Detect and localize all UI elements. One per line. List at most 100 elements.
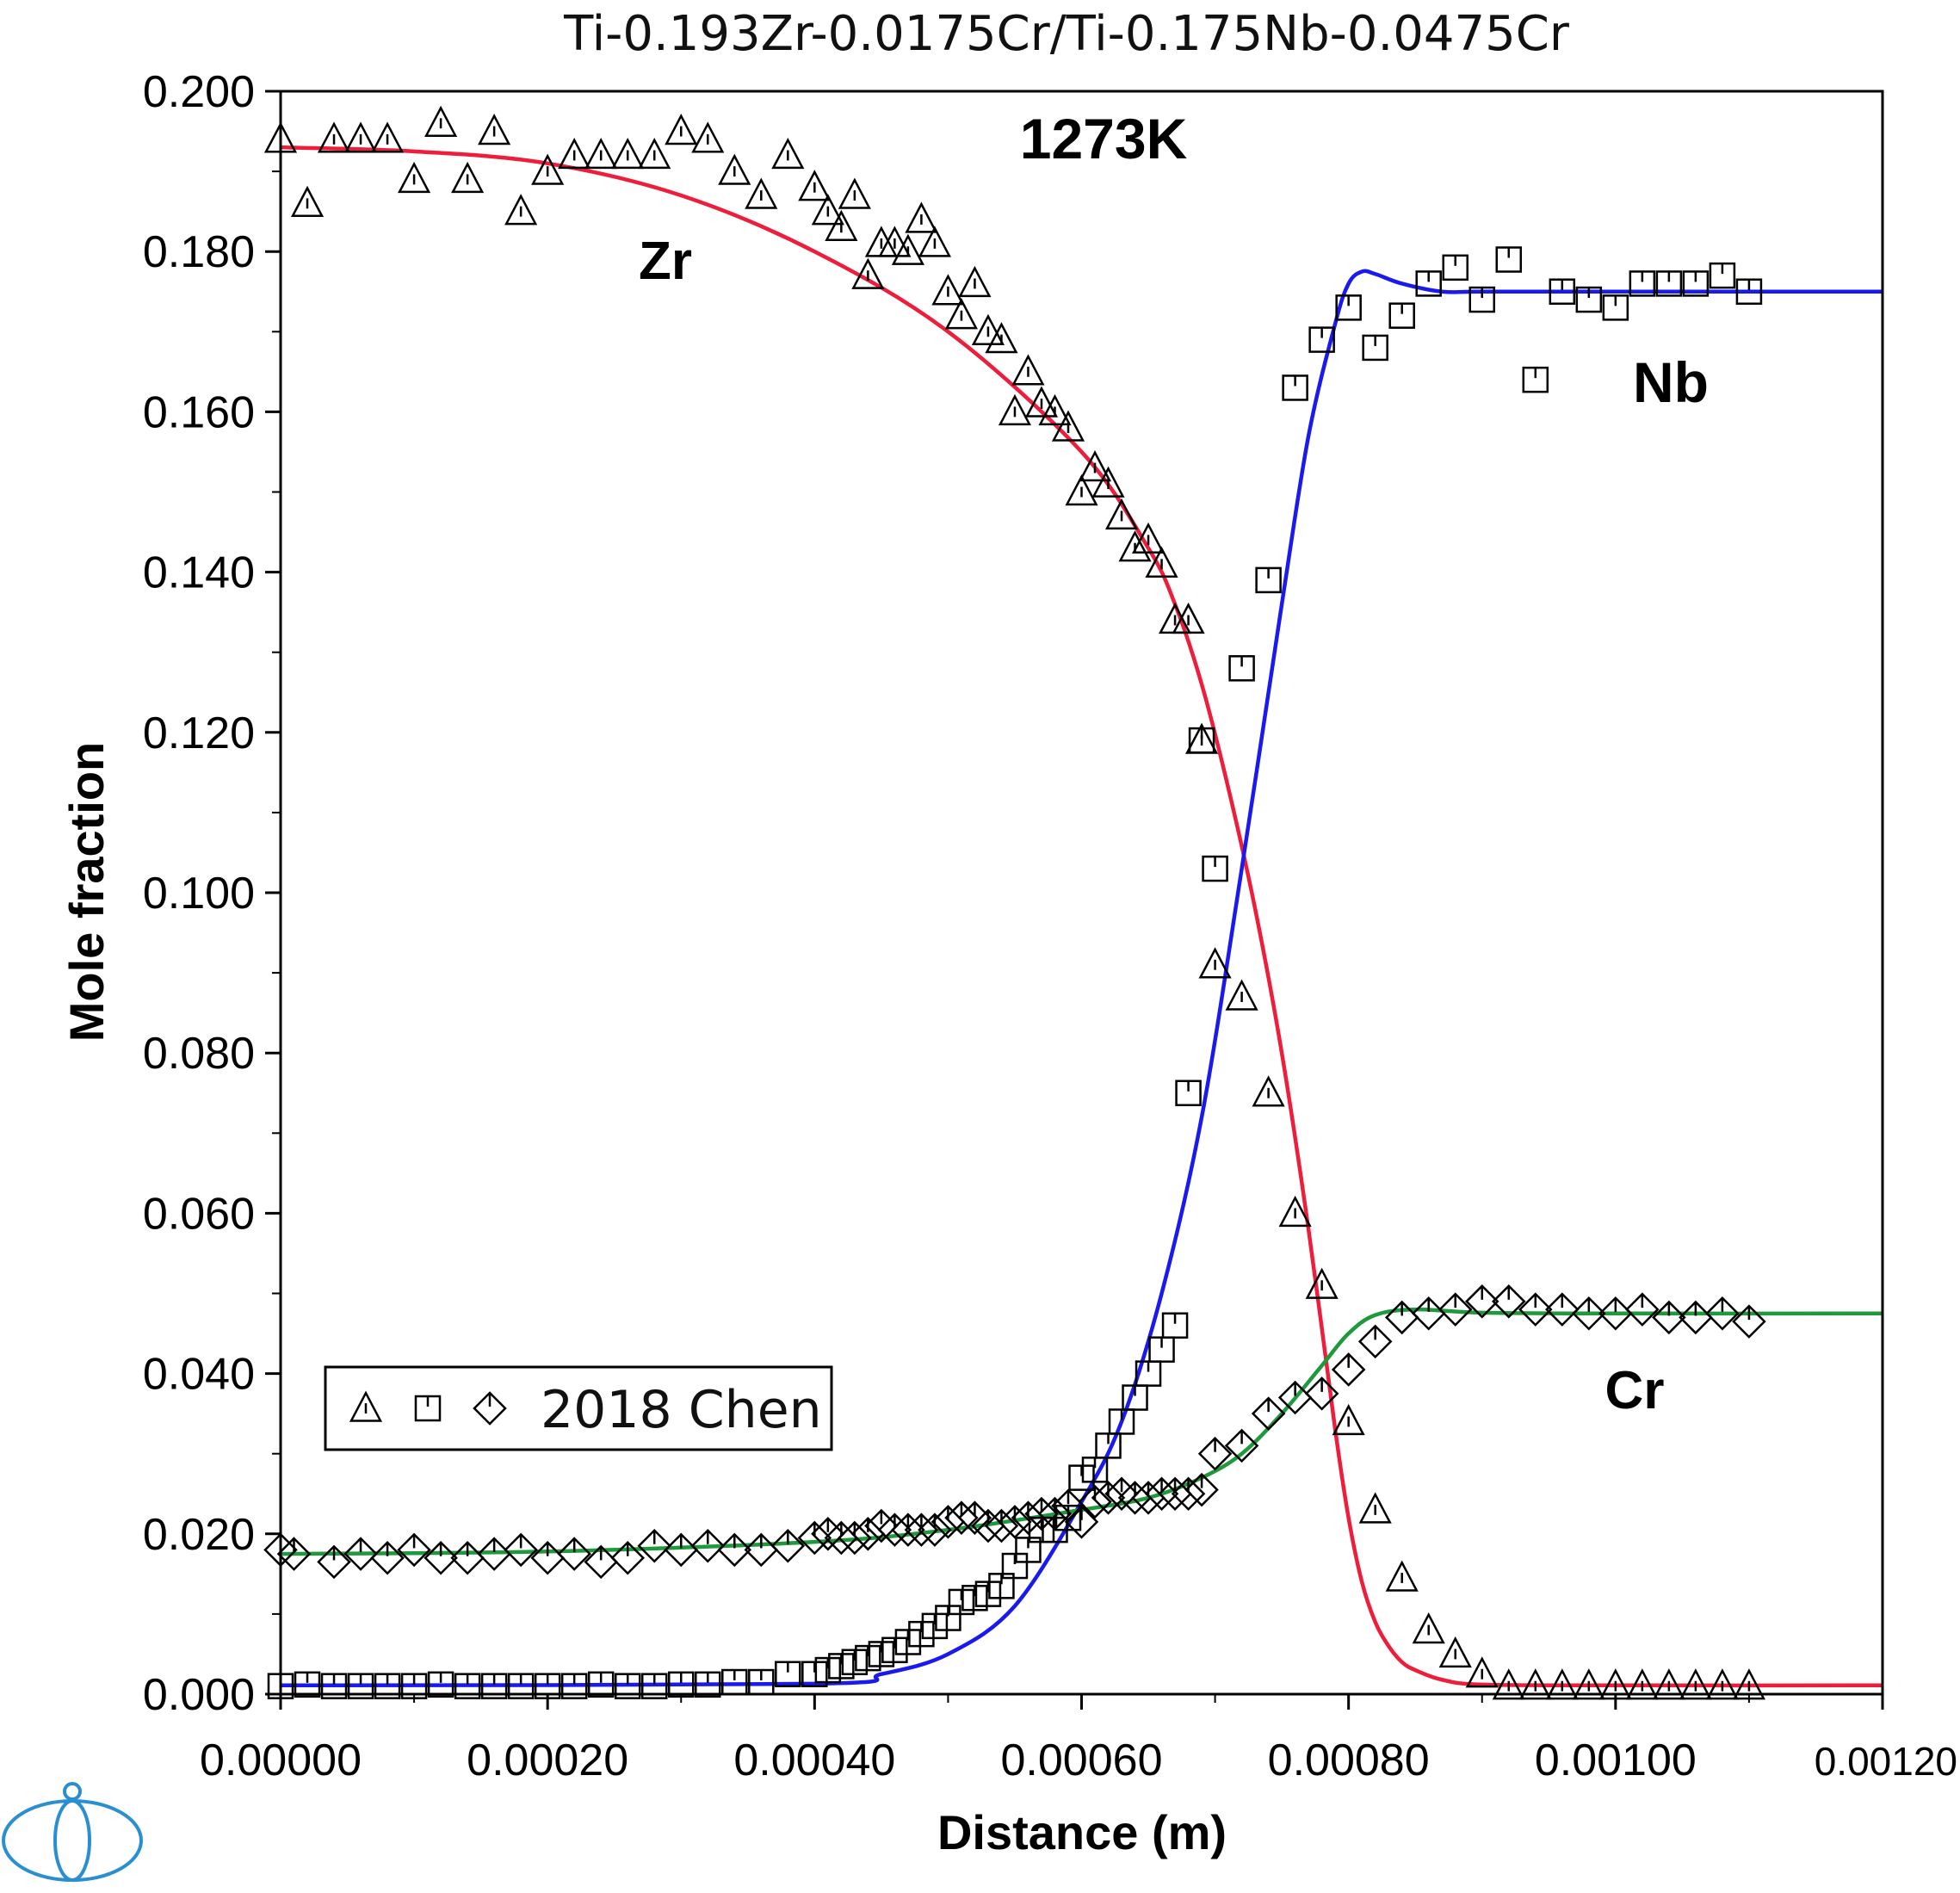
data-point-cr [1625,1292,1660,1327]
data-point-cr [744,1532,779,1568]
data-point-nb [935,1605,961,1631]
data-point-zr [1332,1403,1365,1436]
data-point-zr [798,170,832,201]
data-point-zr [531,153,565,185]
data-point-zr-shape [1358,1492,1392,1524]
data-point-nb [1468,286,1495,313]
data-point-cr [557,1537,591,1571]
data-point-zr [1038,393,1072,426]
data-point-zr-shape [745,177,778,209]
data-point-zr [558,137,591,170]
data-point-cr [824,1520,859,1556]
data-point-zr-shape [851,257,885,289]
data-point-nb [614,1673,641,1699]
annotation-zr: Zr [639,232,692,291]
plot-frame [279,90,1884,1696]
data-point-zr [1145,546,1178,578]
data-point-zr [638,137,671,170]
x-tick-label: 0.00020 [467,1735,628,1785]
data-point-cr-shape [944,1500,979,1535]
data-point-zr [1065,473,1098,506]
data-point-cr [717,1532,752,1568]
data-point-zr [398,161,431,194]
data-point-zr [584,137,618,170]
data-point-nb [1255,566,1282,594]
data-point-cr-shape [1304,1376,1339,1411]
data-point-zr [317,121,351,153]
data-point-zr [971,313,1005,345]
data-point-cr [1545,1292,1580,1327]
x-tick-label: 0.00060 [1001,1735,1163,1785]
data-point-zr [825,209,858,241]
data-point-cr-shape [1091,1481,1126,1515]
data-point-zr [1131,522,1165,554]
data-point-cr-shape [931,1505,966,1539]
data-point-zr [1385,1560,1419,1592]
chart-title: Ti-0.193Zr-0.0175Cr/Ti-0.175Nb-0.0475Cr [563,6,1570,62]
data-point-cr [397,1532,431,1568]
data-point-nb [881,1636,908,1664]
data-point-cr-shape [1011,1500,1046,1535]
data-point-zr-shape [1385,1560,1419,1592]
data-point-zr [998,393,1032,426]
data-point-nb [1655,270,1683,297]
data-point-zr [718,153,751,185]
y-tick-label: 0.100 [143,869,255,919]
data-point-zr [1011,354,1045,386]
data-point-nb [560,1673,588,1699]
data-point-zr-shape [1278,1195,1312,1228]
data-point-cr-shape [1438,1292,1473,1327]
data-point-zr-shape [944,298,978,330]
data-point-nb [1161,1312,1189,1339]
data-point-zr [771,137,805,170]
data-point-nb [1495,246,1523,273]
data-point-zr [958,265,992,298]
data-point-cr-shape [891,1513,925,1547]
data-point-zr-shape [1598,1668,1632,1700]
data-point-zr-shape [931,274,965,306]
data-point-zr [1545,1668,1579,1700]
data-point-nb [868,1641,895,1667]
data-point-cr [770,1528,806,1563]
data-point-cr-shape [770,1528,806,1563]
data-point-zr-shape [370,121,405,153]
data-point-zr [811,194,844,226]
legend: 2018 Chen [324,1365,833,1451]
data-point-cr-shape [1277,1380,1313,1415]
data-point-nb [1108,1408,1135,1435]
data-point-nb [1735,278,1763,305]
data-point-cr-shape [1104,1476,1139,1512]
data-point-zr-shape [1145,546,1178,578]
data-point-cr-shape [1197,1436,1233,1471]
data-point-zr [370,121,405,153]
data-point-zr-shape [1305,1267,1339,1299]
data-point-zr [1438,1636,1472,1668]
legend-markers [349,1390,507,1426]
data-point-cr-shape [1598,1296,1633,1331]
annotation-cr: Cr [1605,1361,1665,1420]
data-point-cr-shape [1625,1292,1660,1327]
data-point-cr-shape [1051,1488,1085,1523]
data-point-cr [584,1544,618,1580]
data-point-nb [1388,302,1415,329]
data-point-cr [317,1544,351,1580]
data-point-zr [1679,1668,1712,1700]
data-point-cr-shape [664,1532,699,1568]
data-point-zr-shape [317,121,351,153]
x-tick-label: 0.00000 [200,1735,362,1785]
data-point-cr [904,1513,939,1547]
data-point-cr [864,1508,899,1543]
data-point-cr [1091,1481,1126,1515]
data-point-nb [894,1629,922,1655]
data-point-zr [1732,1668,1765,1700]
data-point-cr-shape [1131,1481,1165,1515]
data-point-cr [1184,1472,1219,1507]
data-point-cr-shape [1171,1476,1206,1512]
data-point-zr-shape [531,153,565,185]
legend-marker-diamond-shape [473,1391,507,1426]
data-point-zr-shape [905,201,938,233]
data-point-cr [1144,1476,1179,1512]
data-point-zr-shape [1038,393,1072,426]
